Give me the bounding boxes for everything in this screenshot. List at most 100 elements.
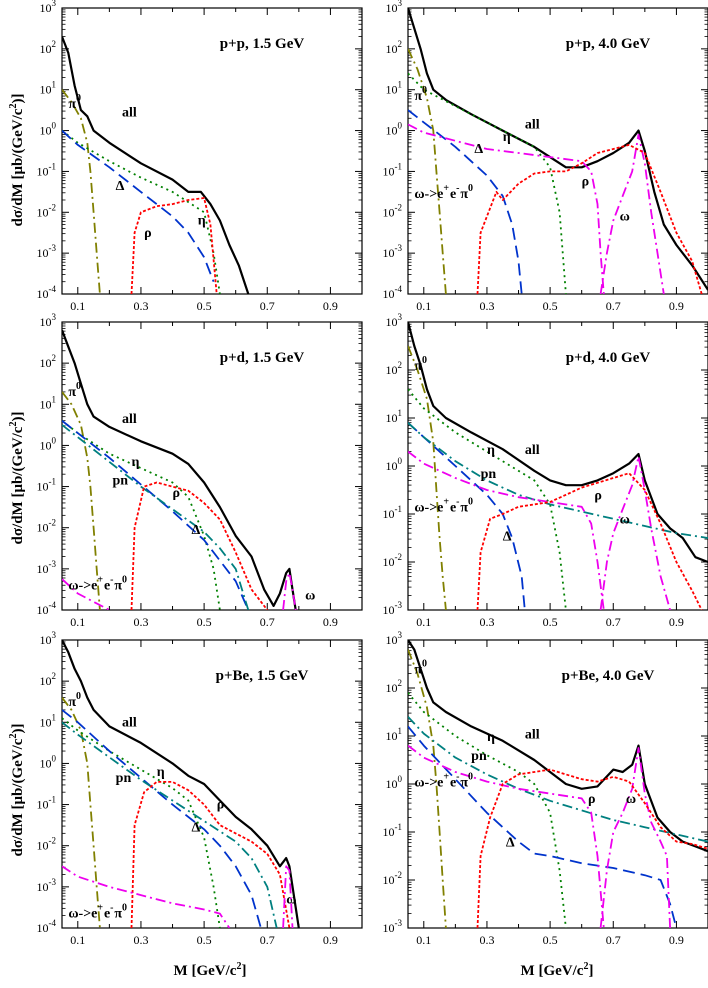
curve-label: all [525, 443, 540, 458]
x-tick-label: 0.1 [70, 615, 85, 629]
x-tick-label: 0.1 [70, 933, 85, 947]
series-line-pi0 [62, 89, 101, 294]
x-tick-label: 0.7 [260, 933, 275, 947]
x-tick-label: 0.5 [197, 933, 212, 947]
curve-label: all [122, 715, 137, 730]
y-tick-label: 10-3 [383, 243, 403, 260]
y-tick-label: 103 [386, 312, 403, 329]
series-line-rho [476, 768, 708, 928]
panel-3: 0.1 0.3 0.5 0.7 0.9 103 102 101 100 10-1 10-2 10-3 1… [37, 312, 363, 629]
y-tick-label: 103 [40, 630, 57, 647]
y-tick-label: 103 [386, 630, 403, 647]
panel-2: 0.1 0.3 0.5 0.7 0.9 103 102 101 100 10-1 10-2 10-3 1… [383, 0, 708, 313]
series-line-rho [476, 144, 703, 294]
x-tick-label: 0.9 [669, 615, 684, 629]
x-tick-label: 0.3 [479, 933, 494, 947]
panel-title: p+Be, 4.0 GeV [562, 668, 655, 684]
series-line-omega-dalitz [408, 123, 605, 294]
y-tick-label: 101 [386, 408, 403, 425]
series-line-pi0 [408, 649, 447, 928]
y-tick-label: 101 [386, 80, 403, 97]
y-tick-label: 10-3 [383, 600, 403, 617]
curve-label: pn [116, 771, 132, 786]
y-tick-label: 10-1 [383, 822, 403, 839]
series-line-delta [62, 129, 215, 283]
x-tick-label: 0.7 [606, 933, 621, 947]
curve-label: Δ [503, 529, 512, 544]
x-tick-label: 0.9 [669, 933, 684, 947]
y-tick-label: 10-1 [37, 161, 57, 178]
curve-label: η [157, 765, 165, 780]
series-group [408, 8, 708, 294]
x-tick-label: 0.1 [70, 299, 85, 313]
panel-title: p+p, 1.5 GeV [220, 36, 305, 52]
series-line-pi0 [62, 697, 101, 928]
x-tick-label: 0.5 [197, 615, 212, 629]
series-line-all [62, 640, 300, 928]
series-line-all [408, 322, 708, 564]
curve-label: Δ [474, 142, 483, 157]
series-line-pi0 [62, 391, 101, 610]
y-tick-label: 10-3 [37, 559, 57, 576]
x-tick-label: 0.9 [323, 299, 338, 313]
series-line-all [408, 8, 708, 291]
curve-label: ω [286, 892, 296, 907]
series-line-pn [408, 716, 708, 843]
curve-label: ω->e+ e- π0 [414, 771, 474, 790]
series-line-rho [476, 472, 703, 610]
y-tick-label: 10-2 [383, 552, 403, 569]
y-tick-label: 103 [40, 0, 57, 15]
series-group [62, 640, 300, 928]
curve-label: pn [113, 474, 129, 489]
plot-frame [61, 7, 363, 295]
y-tick-label: 100 [40, 753, 57, 770]
series-line-eta [62, 129, 221, 294]
curve-label: η [131, 455, 139, 470]
series-line-omega-dalitz [62, 865, 231, 928]
y-tick-label: 101 [40, 394, 57, 411]
series-line-eta [408, 72, 567, 294]
series-line-rho [130, 197, 218, 294]
series-line-eta [408, 692, 567, 928]
series-line-omega-dalitz [62, 578, 110, 610]
y-tick-label: 10-2 [383, 870, 403, 887]
curve-label: all [122, 412, 137, 427]
series-line-delta [62, 709, 262, 928]
curve-label: ω [620, 513, 630, 528]
curve-label: Δ [116, 179, 125, 194]
series-line-rho [130, 481, 269, 610]
series-group [62, 329, 297, 610]
series-line-omega-dalitz [408, 744, 605, 928]
curve-label: η [198, 214, 206, 229]
curve-label: π0 [68, 93, 82, 112]
plot-frame [61, 321, 363, 611]
y-tick-label: 101 [40, 80, 57, 97]
curve-label: ρ [588, 792, 596, 807]
curve-label: ρ [217, 798, 225, 813]
y-tick-label: 10-4 [383, 284, 403, 301]
x-tick-label: 0.5 [543, 933, 558, 947]
y-tick-label: 102 [40, 353, 57, 370]
curve-label: Δ [506, 835, 515, 850]
curve-label: ω [305, 589, 315, 604]
series-line-pn [62, 721, 278, 928]
y-tick-label: 10-4 [37, 284, 57, 301]
series-line-omega-dalitz [408, 450, 605, 610]
curve-label: ρ [173, 486, 181, 501]
y-tick-label: 10-4 [37, 918, 57, 935]
y-tick-label: 103 [40, 312, 57, 329]
curve-label: η [487, 730, 495, 745]
y-axis-label-top: dσ/dM [μb/(GeV/c2)] [8, 94, 26, 227]
y-tick-label: 10-3 [37, 243, 57, 260]
y-tick-label: 102 [40, 39, 57, 56]
panel-5: 0.1 0.3 0.5 0.7 0.9 103 102 101 100 10-1 10-2 10-3 1… [37, 630, 363, 947]
series-line-pn [408, 422, 708, 539]
y-axis-label-bottom: dσ/dM [μb/(GeV/c2)] [8, 724, 26, 857]
y-tick-label: 100 [40, 435, 57, 452]
curve-label: η [487, 443, 495, 458]
series-line-omega [599, 133, 665, 294]
x-axis-label-right: M [GeV/c2] [521, 961, 594, 979]
y-tick-label: 101 [40, 712, 57, 729]
panel-4: 0.1 0.3 0.5 0.7 0.9 103 102 101 100 10-1 10-2 10-3 p… [383, 312, 708, 629]
